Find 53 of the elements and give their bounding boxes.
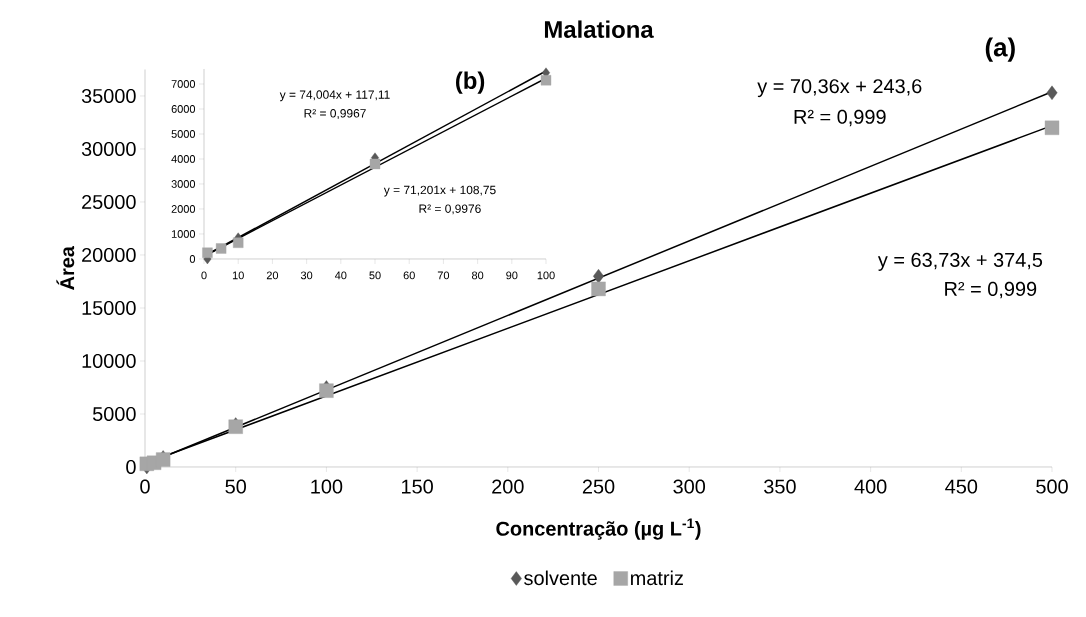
- x-tick-label: 400: [854, 479, 887, 494]
- y-tick-label: 1000: [171, 230, 196, 238]
- x-tick-label: 450: [945, 479, 978, 494]
- x-tick-label: 300: [673, 479, 706, 494]
- y-tick-label: 5000: [171, 130, 196, 138]
- x-tick-label: 0: [140, 479, 150, 494]
- x-tick-label: 500: [1036, 479, 1068, 494]
- y-tick-label: 5000: [92, 406, 136, 422]
- x-tick-label: 50: [369, 271, 381, 280]
- x-tick-label: 10: [232, 271, 244, 280]
- y-tick-label: 10000: [82, 353, 136, 369]
- x-tick-label: 100: [311, 479, 343, 494]
- y-tick-label: 30000: [81, 141, 136, 157]
- y-tick-label: 7000: [171, 80, 196, 88]
- y-tick-label: 0: [189, 255, 196, 263]
- y-tick-label: 35000: [81, 88, 136, 104]
- y-axis-title: Área: [56, 245, 75, 290]
- x-tick-label: 350: [764, 479, 796, 494]
- x-axis-title: Concentração (µg L$^{-1}$): [496, 518, 701, 540]
- annotation: y = 63,73x + 374,5: [877, 252, 1043, 271]
- y-tick-label: 20000: [82, 247, 136, 263]
- y-tick-label: 3000: [171, 180, 196, 188]
- x-tick-label: 80: [471, 271, 484, 280]
- y-tick-label: 6000: [171, 105, 196, 113]
- x-tick-label: 40: [334, 271, 347, 280]
- annotation: R² = 0,999: [945, 281, 1037, 299]
- annotation: y = 74,004x + 117,11: [279, 90, 390, 102]
- annotation: y = 71,201x + 108,75: [383, 185, 496, 197]
- annotation: R² = 0,999: [794, 109, 886, 127]
- x-tick-label: 200: [492, 479, 524, 494]
- legend-label: matriz: [631, 570, 683, 586]
- x-tick-label: 70: [437, 271, 450, 280]
- annotation: (b): [456, 71, 485, 94]
- x-tick-label: 30: [300, 271, 313, 280]
- x-tick-label: 100: [537, 271, 555, 280]
- y-tick-label: 25000: [82, 194, 136, 210]
- x-tick-label: 150: [402, 479, 433, 494]
- legend-label: solvente: [524, 570, 597, 586]
- x-tick-label: 90: [506, 271, 518, 280]
- y-tick-label: 2000: [171, 205, 196, 213]
- annotation: R² = 0,9967: [304, 109, 366, 119]
- chart-title: Malationa: [544, 20, 654, 38]
- annotation: y = 70,36x + 243,6: [757, 79, 922, 98]
- x-tick-label: 50: [225, 479, 246, 494]
- y-tick-label: 4000: [171, 155, 196, 163]
- x-tick-label: 60: [403, 271, 415, 280]
- text: (a): [985, 37, 1015, 62]
- x-tick-label: 250: [582, 479, 615, 494]
- y-tick-label: 15000: [82, 300, 136, 316]
- y-tick-label: 0: [126, 459, 136, 475]
- x-tick-label: 20: [266, 271, 279, 280]
- annotation: R² = 0,9976: [419, 204, 481, 215]
- x-tick-label: 0: [201, 271, 207, 280]
